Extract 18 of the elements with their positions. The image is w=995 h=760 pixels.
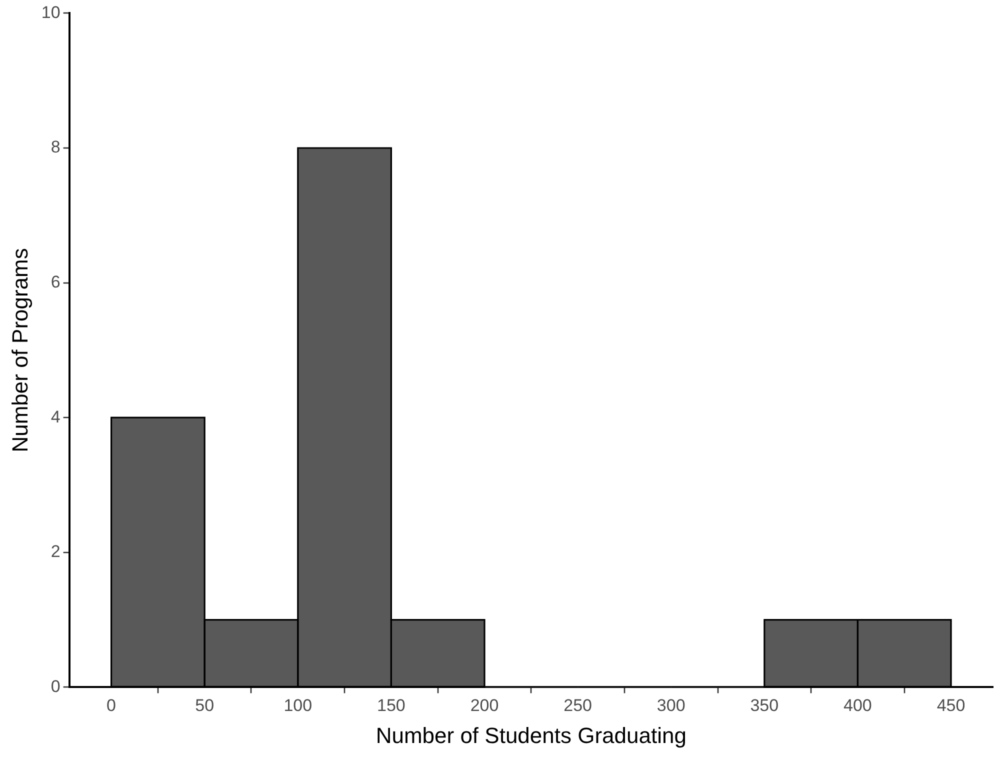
x-tick-label: 400 [844, 696, 872, 716]
y-tick-label: 2 [50, 542, 60, 562]
x-tick-label: 100 [284, 696, 312, 716]
y-tick-label: 8 [50, 138, 60, 157]
x-tick-label: 200 [470, 696, 499, 716]
x-tick-label: 300 [656, 696, 686, 716]
y-tick-label: 4 [50, 407, 60, 426]
y-tick-label: 0 [50, 676, 60, 696]
x-tick-label: 50 [195, 696, 214, 716]
x-tick-label: 150 [377, 696, 406, 716]
x-tick-label: 450 [936, 696, 966, 716]
y-tick-label: 10 [41, 2, 60, 22]
y-axis-title: Number of Programs [7, 248, 32, 452]
x-tick-label: 350 [750, 696, 779, 716]
x-tick-label: 0 [106, 696, 116, 716]
x-tick-label: 250 [564, 696, 592, 716]
x-axis-title: Number of Students Graduating [376, 722, 686, 748]
y-tick-label: 6 [50, 272, 60, 292]
